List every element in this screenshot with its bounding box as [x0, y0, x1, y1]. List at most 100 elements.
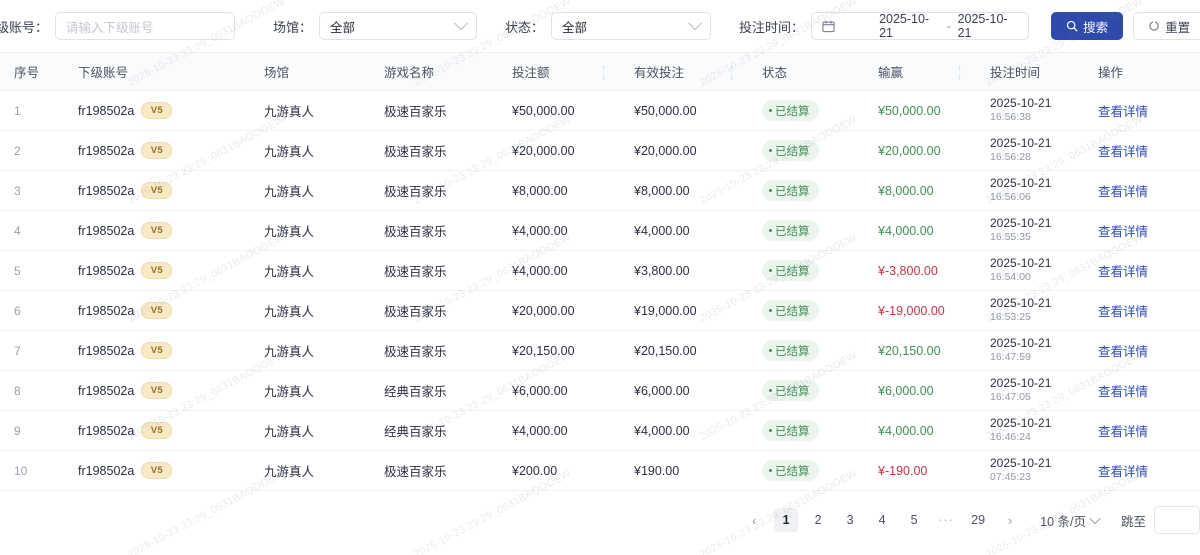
cell-valid-bet: ¥190.00 [620, 450, 748, 491]
pagination-jump-input[interactable] [1154, 506, 1200, 534]
cell-game: 经典百家乐 [370, 410, 498, 451]
cell-account: fr198502a V5 [64, 170, 250, 211]
col-header-winloss[interactable]: 输赢 ↑ ↓ [864, 52, 976, 91]
cell-game: 极速百家乐 [370, 130, 498, 171]
view-detail-link[interactable]: 查看详情 [1098, 265, 1149, 279]
col-header-bet-time-label: 投注时间 [990, 66, 1041, 80]
view-detail-link[interactable]: 查看详情 [1098, 425, 1149, 439]
account-input[interactable]: 请输入下级账号 [55, 12, 236, 40]
pagination-page-2[interactable]: 2 [814, 513, 822, 527]
pagination-page-last[interactable]: 29 [971, 513, 986, 527]
account-text: fr198502a [78, 263, 135, 278]
status-badge: 已结算 [762, 460, 819, 481]
cell-game: 极速百家乐 [370, 170, 498, 211]
col-header-valid-bet[interactable]: 有效投注 ↑ ↓ [620, 52, 748, 91]
search-button-label: 搜索 [1083, 20, 1109, 35]
view-detail-link[interactable]: 查看详情 [1098, 345, 1149, 359]
pagination-page-5[interactable]: 5 [910, 513, 918, 527]
sort-updown-icon[interactable]: ↑ ↓ [729, 62, 735, 81]
status-select-value: 全部 [562, 20, 588, 35]
account-text: fr198502a [78, 303, 135, 318]
cell-game: 经典百家乐 [370, 370, 498, 411]
venue-select[interactable]: 全部 [319, 12, 478, 40]
status-dot-icon [769, 389, 772, 392]
status-select[interactable]: 全部 [551, 12, 712, 40]
col-header-bet-time: 投注时间 [976, 52, 1084, 91]
pagination-page-3[interactable]: 3 [846, 513, 854, 527]
cell-account: fr198502a V5 [64, 90, 250, 131]
sort-updown-icon[interactable]: ↑ ↓ [957, 62, 963, 81]
cell-account: fr198502a V5 [64, 210, 250, 251]
cell-account: fr198502a V5 [64, 290, 250, 331]
winloss-amount: ¥20,000.00 [878, 143, 941, 158]
search-button[interactable]: 搜索 [1051, 12, 1124, 40]
pagination-page-size-select[interactable]: 10 条/页 [1040, 511, 1101, 530]
account-text: fr198502a [78, 103, 135, 118]
cell-valid-bet: ¥8,000.00 [620, 170, 748, 211]
status-dot-icon [769, 309, 772, 312]
col-header-bet[interactable]: 投注额 ↑ ↓ [498, 52, 620, 91]
status-dot-icon [769, 469, 772, 472]
sort-updown-icon[interactable]: ↑ ↓ [601, 62, 607, 81]
cell-venue: 九游真人 [250, 90, 370, 131]
cell-winloss: ¥-3,800.00 [864, 250, 976, 291]
cell-winloss: ¥-190.00 [864, 450, 976, 491]
pagination-page-4[interactable]: 4 [878, 513, 886, 527]
cell-winloss: ¥-19,000.00 [864, 290, 976, 331]
col-header-index-label: 序号 [14, 66, 40, 80]
table-row: 2 fr198502a V5 九游真人 极速百家乐 ¥20,000.00 ¥20,000.0… [0, 130, 1200, 171]
view-detail-link[interactable]: 查看详情 [1098, 385, 1149, 399]
cell-index: 7 [0, 330, 64, 371]
vip-badge: V5 [141, 422, 173, 439]
table-row: 10 fr198502a V5 九游真人 极速百家乐 ¥200.00 ¥190.00 已结算 ¥… [0, 450, 1200, 491]
view-detail-link[interactable]: 查看详情 [1098, 465, 1149, 479]
bet-time: 16:53:25 [990, 311, 1031, 324]
cell-index: 5 [0, 250, 64, 291]
reset-button[interactable]: 重置 [1133, 12, 1200, 40]
view-detail-link[interactable]: 查看详情 [1098, 305, 1149, 319]
bet-time: 16:54:00 [990, 271, 1031, 284]
cell-account: fr198502a V5 [64, 130, 250, 171]
col-header-venue-label: 场馆 [264, 66, 290, 80]
calendar-icon [822, 20, 835, 32]
bet-time-separator: - [946, 19, 951, 33]
table-row: 7 fr198502a V5 九游真人 极速百家乐 ¥20,150.00 ¥20,150.0… [0, 330, 1200, 371]
cell-winloss: ¥4,000.00 [864, 410, 976, 451]
refresh-icon [1149, 20, 1159, 31]
cell-valid-bet: ¥3,800.00 [620, 250, 748, 291]
status-badge: 已结算 [762, 100, 819, 121]
table-head: 序号 下级账号 场馆 游戏名称 投注额 ↑ ↓ 有效投注 ↑ ↓ 状态 输赢 ↑ ↓ 投注时… [0, 52, 1200, 91]
pagination-prev[interactable]: ‹ [751, 512, 757, 528]
view-detail-link[interactable]: 查看详情 [1098, 105, 1149, 119]
cell-winloss: ¥8,000.00 [864, 170, 976, 211]
status-badge-label: 已结算 [775, 465, 810, 478]
cell-bet-time: 2025-10-21 16:56:28 [976, 130, 1084, 171]
view-detail-link[interactable]: 查看详情 [1098, 145, 1149, 159]
col-header-action: 操作 [1084, 52, 1200, 91]
table-row: 6 fr198502a V5 九游真人 极速百家乐 ¥20,000.00 ¥19,000.0… [0, 290, 1200, 331]
view-detail-link[interactable]: 查看详情 [1098, 225, 1149, 239]
status-badge: 已结算 [762, 380, 819, 401]
bet-time: 16:56:38 [990, 111, 1031, 124]
bet-time: 07:45:23 [990, 471, 1031, 484]
table-row: 4 fr198502a V5 九游真人 极速百家乐 ¥4,000.00 ¥4,000.00 已… [0, 210, 1200, 251]
cell-action: 查看详情 [1084, 330, 1200, 371]
vip-badge: V5 [141, 262, 173, 279]
cell-winloss: ¥20,000.00 [864, 130, 976, 171]
account-text: fr198502a [78, 343, 135, 358]
pagination-page-1[interactable]: 1 [774, 508, 799, 532]
filter-toolbar: 级账号： 请输入下级账号 场馆： 全部 状态： 全部 投注时间： 2025-10… [0, 0, 1200, 52]
cell-bet: ¥6,000.00 [498, 370, 620, 411]
pagination-next[interactable]: › [1007, 512, 1013, 528]
status-badge-label: 已结算 [775, 225, 810, 238]
bet-time: 16:47:05 [990, 391, 1031, 404]
table-header-row: 序号 下级账号 场馆 游戏名称 投注额 ↑ ↓ 有效投注 ↑ ↓ 状态 输赢 ↑ ↓ 投注时… [0, 52, 1200, 91]
vip-badge: V5 [141, 142, 173, 159]
view-detail-link[interactable]: 查看详情 [1098, 185, 1149, 199]
cell-valid-bet: ¥4,000.00 [620, 410, 748, 451]
cell-account: fr198502a V5 [64, 410, 250, 451]
cell-index: 6 [0, 290, 64, 331]
bet-time-range-picker[interactable]: 2025-10-21 - 2025-10-21 [811, 12, 1030, 40]
cell-valid-bet: ¥20,000.00 [620, 130, 748, 171]
cell-action: 查看详情 [1084, 290, 1200, 331]
